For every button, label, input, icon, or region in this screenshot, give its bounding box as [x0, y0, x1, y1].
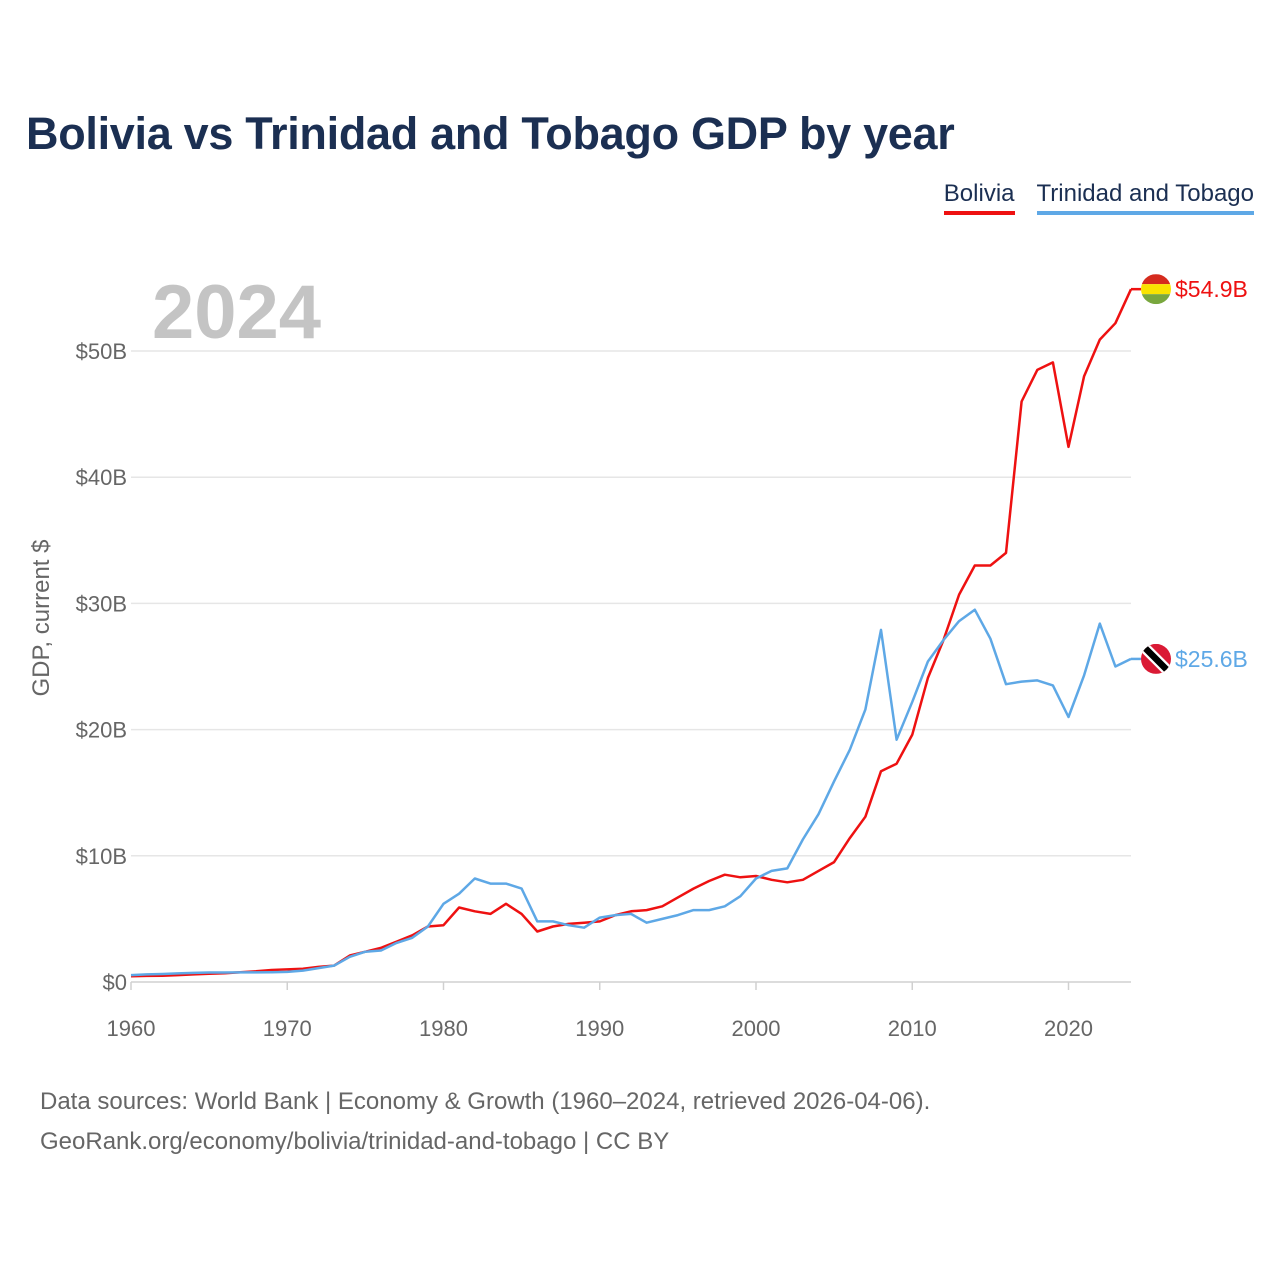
- y-tick-label: $30B: [76, 591, 127, 616]
- x-tick-label: 2020: [1044, 1016, 1093, 1041]
- source-line-2[interactable]: GeoRank.org/economy/bolivia/trinidad-and…: [40, 1128, 670, 1155]
- gridlines: [131, 350, 1131, 983]
- x-tick-label: 2010: [888, 1016, 937, 1041]
- end-markers: $54.9B $25.6B: [1131, 274, 1248, 674]
- y-tick-label: $40B: [76, 465, 127, 490]
- source-note: Data sources: World Bank | Economy & Gro…: [40, 1082, 930, 1162]
- x-tick-label: 1960: [107, 1016, 156, 1041]
- x-tick-label: 1970: [263, 1016, 312, 1041]
- y-tick-label: $0: [103, 970, 127, 995]
- trinidad-and-tobago-flag-icon: [1141, 643, 1171, 674]
- legend-item-trinidad-and-tobago[interactable]: Trinidad and Tobago: [1036, 180, 1254, 215]
- legend-item-bolivia[interactable]: Bolivia: [943, 180, 1015, 215]
- legend: Bolivia Trinidad and Tobago: [943, 180, 1254, 215]
- x-axis: 1960 1970 1980 1990 2000 2010 2020: [107, 982, 1093, 1041]
- y-tick-label: $50B: [76, 339, 127, 364]
- series-line-trinidad-and-tobago[interactable]: [130, 608, 1132, 977]
- y-tick-label: $20B: [76, 718, 127, 743]
- y-axis-label: GDP, current $: [28, 540, 55, 697]
- x-tick-label: 1980: [419, 1016, 468, 1041]
- end-value-label-bolivia: $54.9B: [1175, 276, 1248, 302]
- year-watermark: 2024: [152, 270, 321, 355]
- x-tick-label: 2000: [732, 1016, 781, 1041]
- y-tick-label: $10B: [76, 844, 127, 869]
- series-line-bolivia[interactable]: [130, 288, 1133, 978]
- source-line-1: Data sources: World Bank | Economy & Gro…: [40, 1088, 931, 1115]
- y-axis: $0 $10B $20B $30B $40B $50B: [76, 339, 127, 995]
- end-value-label-trinidad-and-tobago: $25.6B: [1175, 646, 1248, 672]
- bolivia-flag-icon: [1141, 274, 1171, 305]
- series-lines: [130, 288, 1133, 978]
- x-tick-label: 1990: [575, 1016, 624, 1041]
- chart-title: Bolivia vs Trinidad and Tobago GDP by ye…: [26, 108, 955, 159]
